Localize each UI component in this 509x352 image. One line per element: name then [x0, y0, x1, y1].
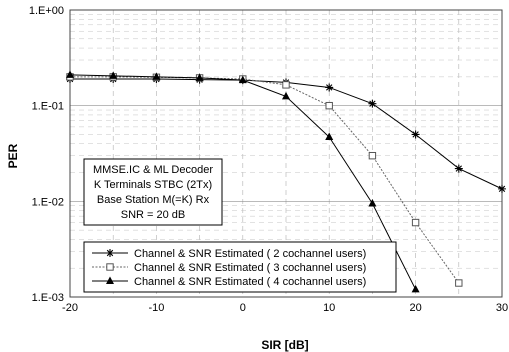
plot-area	[69, 9, 503, 298]
x-tick-label: 0	[240, 302, 246, 314]
data-point-4-users	[325, 132, 334, 141]
data-point-4-users	[109, 71, 118, 79]
annotation-frame	[83, 158, 223, 226]
data-point-2-users	[498, 184, 506, 193]
x-axis-title: SIR [dB]	[261, 338, 308, 352]
data-point-3-users	[282, 81, 290, 89]
data-point-4-users	[66, 70, 74, 78]
legend-label-3-users: Channel & SNR Estimated ( 3 cochannel us…	[134, 262, 366, 274]
data-point-2-users	[325, 83, 334, 92]
axis-ticks: -20 -10 0 10 20 30 1.E-03 1.E-02 1.E-01 1.E+00	[29, 5, 508, 314]
legend-frame	[83, 241, 397, 293]
data-point-4-users	[238, 75, 247, 84]
data-point-3-users	[325, 101, 333, 110]
legend-swatches	[92, 249, 128, 284]
y-tick-label: 1.E+00	[29, 5, 64, 17]
legend-marker-2-users	[106, 249, 114, 257]
annotation-box: MMSE.IC & ML Decoder K Terminals STBC (2…	[83, 158, 223, 226]
data-point-4-users	[368, 198, 377, 207]
x-tick-label: 20	[409, 302, 421, 314]
legend-label-4-users: Channel & SNR Estimated ( 4 cochannel us…	[134, 276, 366, 288]
series-layer	[66, 70, 506, 293]
series-line-3-users	[70, 76, 460, 284]
x-tick-label: 10	[323, 302, 335, 314]
annotation-line-3: Base Station M(=K) Rx	[97, 194, 210, 206]
data-point-4-users	[195, 73, 204, 81]
legend-marker-3-users	[106, 263, 114, 271]
data-point-4-users	[411, 284, 420, 293]
annotation-line-4: SNR = 20 dB	[121, 209, 186, 221]
data-point-2-users	[411, 130, 420, 139]
x-tick-label: -10	[148, 302, 164, 314]
y-tick-label: 1.E-03	[32, 292, 64, 304]
data-point-3-users	[411, 218, 420, 227]
y-tick-label: 1.E-02	[32, 196, 64, 208]
legend: Channel & SNR Estimated ( 2 cochannel us…	[83, 241, 397, 293]
annotation-line-1: MMSE.IC & ML Decoder	[93, 164, 213, 176]
annotation-line-2: K Terminals STBC (2Tx)	[94, 179, 212, 191]
y-axis-title: PER	[6, 143, 20, 168]
x-tick-label: 30	[496, 302, 508, 314]
series-4-users	[66, 70, 420, 293]
x-tick-label: -20	[62, 302, 78, 314]
data-point-2-users	[454, 164, 463, 173]
data-point-3-users	[455, 279, 463, 287]
y-tick-label: 1.E-01	[32, 101, 64, 113]
data-point-3-users	[368, 151, 377, 160]
data-point-4-users	[152, 72, 161, 80]
legend-label-2-users: Channel & SNR Estimated ( 2 cochannel us…	[134, 248, 366, 260]
data-point-4-users	[282, 91, 290, 100]
data-point-2-users	[368, 99, 377, 108]
legend-marker-4-users	[106, 276, 114, 284]
